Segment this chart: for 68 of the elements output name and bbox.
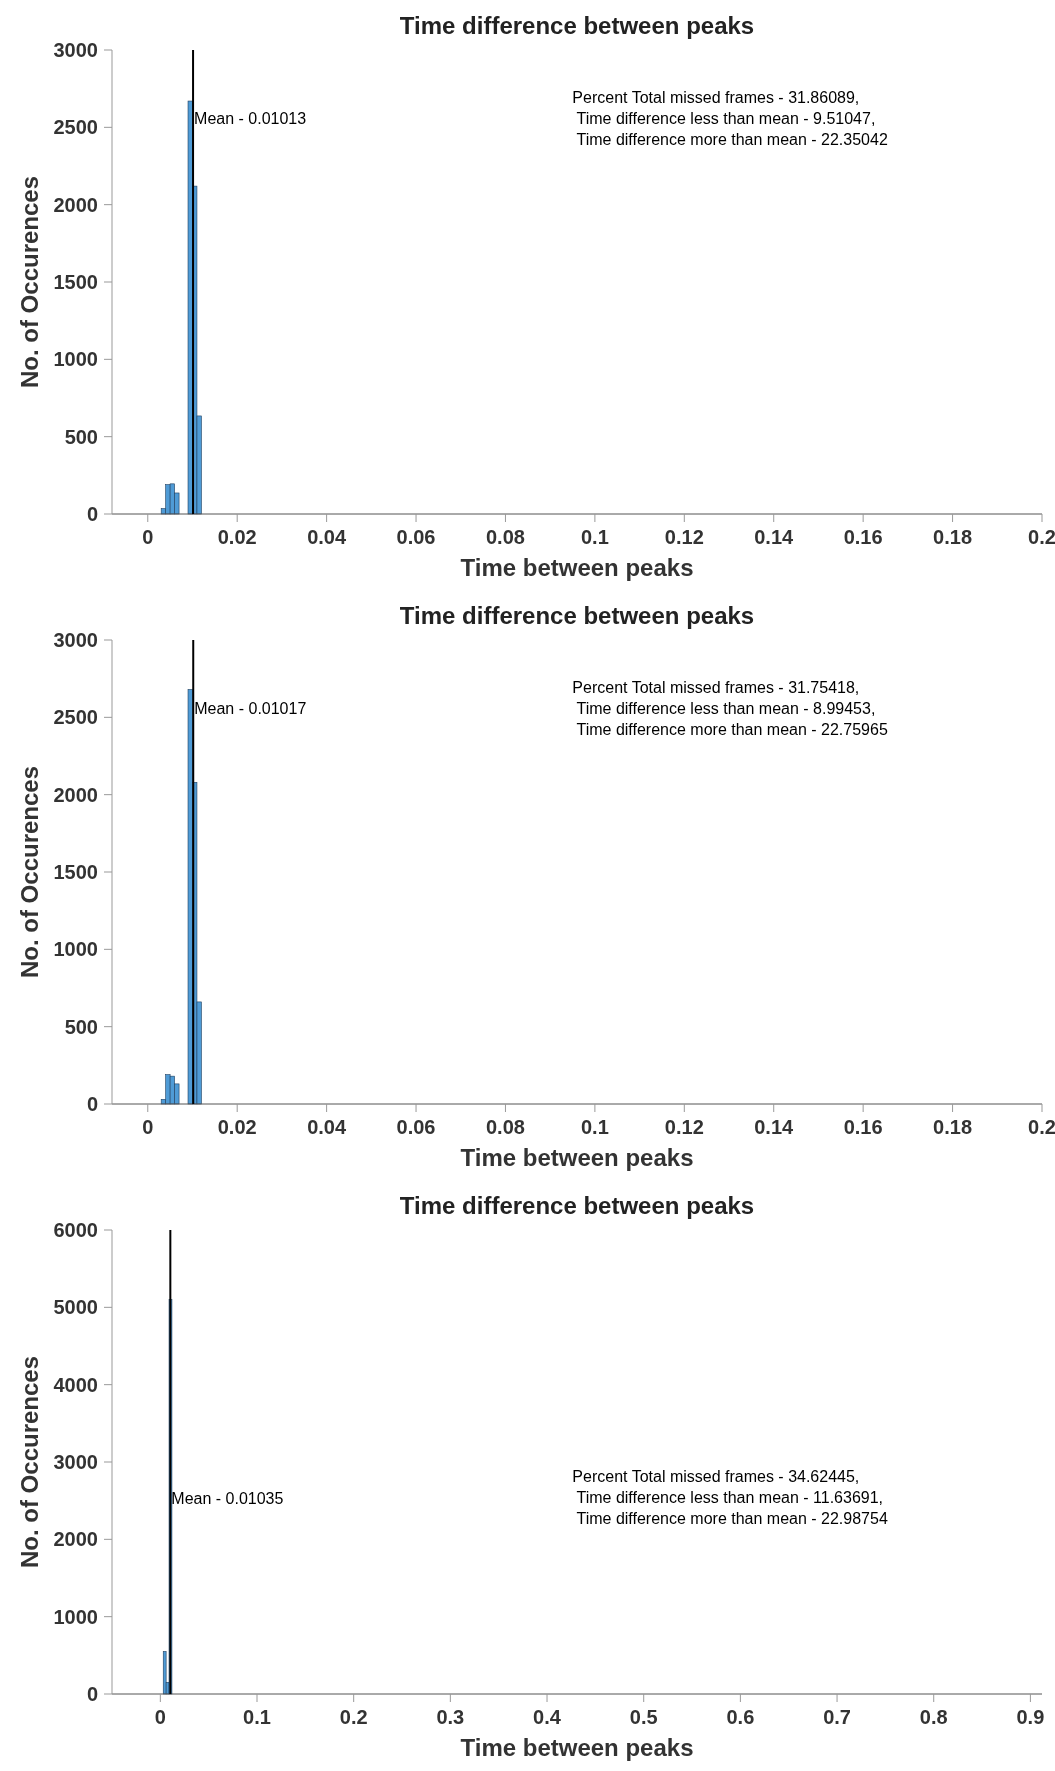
chart-title: Time difference between peaks (399, 1192, 755, 1219)
y-tick-label: 1000 (53, 1605, 98, 1628)
x-tick-label: 0.6 (726, 1706, 755, 1728)
annotation: Percent Total missed frames - 34.62445, Time difference less than mean - 11.63691, Time difference more than mean - 22.98754 (572, 1467, 888, 1527)
x-tick-label: 0.1 (243, 1706, 271, 1728)
x-tick-label: 0.7 (823, 1706, 851, 1728)
x-tick-label: 0.16 (843, 1116, 883, 1138)
x-tick-label: 0.2 (1028, 1116, 1055, 1138)
y-tick-label: 2000 (53, 783, 98, 806)
y-tick-label: 0 (86, 503, 98, 525)
y-tick-label: 6000 (53, 1219, 98, 1241)
y-axis-title: No. of Occurences (16, 175, 43, 389)
y-tick-label: 2000 (53, 193, 98, 216)
x-tick-label: 0.18 (933, 526, 973, 548)
y-axis-title: No. of Occurences (16, 765, 43, 979)
x-tick-label: 0.4 (533, 1706, 562, 1728)
x-tick-label: 0.04 (307, 1116, 347, 1138)
x-axis-title: Time between peaks (460, 1734, 694, 1761)
x-axis-title: Time between peaks (460, 1144, 694, 1171)
chart-title: Time difference between peaks (399, 602, 755, 629)
x-tick-label: 0.3 (436, 1706, 465, 1728)
x-tick-label: 0 (142, 526, 154, 548)
x-tick-label: 0.08 (485, 526, 525, 548)
x-tick-label: 0.14 (754, 1116, 795, 1138)
x-tick-label: 0.12 (664, 526, 704, 548)
x-tick-label: 0.2 (1028, 526, 1055, 548)
x-axis-title: Time between peaks (460, 554, 694, 581)
x-tick-label: 0.18 (933, 1116, 973, 1138)
x-tick-label: 0.02 (217, 1116, 257, 1138)
y-tick-label: 5000 (53, 1296, 98, 1319)
ref-line-label: Mean - 0.01013 (194, 110, 307, 128)
y-tick-label: 0 (86, 1093, 98, 1115)
y-tick-label: 500 (64, 425, 98, 448)
x-tick-label: 0.1 (580, 526, 609, 548)
y-tick-label: 1000 (53, 348, 98, 371)
x-tick-label: 0.5 (629, 1706, 658, 1728)
x-tick-label: 0.06 (396, 1116, 436, 1138)
y-tick-label: 500 (64, 1015, 98, 1038)
x-tick-label: 0.04 (307, 526, 347, 548)
x-tick-label: 0.8 (919, 1706, 948, 1728)
y-tick-label: 2500 (53, 706, 98, 729)
x-tick-label: 0.2 (339, 1706, 368, 1728)
annotation: Percent Total missed frames - 31.75418, Time difference less than mean - 8.99453, Time difference more than mean - 22.75965 (572, 678, 888, 738)
y-axis-title: No. of Occurences (16, 1355, 43, 1569)
y-tick-label: 1500 (53, 271, 98, 293)
y-tick-label: 4000 (53, 1373, 98, 1396)
x-tick-label: 0 (154, 1706, 166, 1728)
x-tick-label: 0.14 (754, 526, 795, 548)
y-tick-label: 3000 (53, 629, 98, 651)
chart-title: Time difference between peaks (399, 12, 755, 39)
y-tick-label: 0 (86, 1683, 98, 1705)
x-tick-label: 0.02 (217, 526, 257, 548)
x-tick-label: 0.12 (664, 1116, 704, 1138)
x-tick-label: 0 (142, 1116, 154, 1138)
y-tick-label: 3000 (53, 39, 98, 61)
annotation: Percent Total missed frames - 31.86089, Time difference less than mean - 9.51047, Time difference more than mean - 22.35042 (572, 88, 888, 148)
ref-line-label: Mean - 0.01017 (194, 700, 307, 718)
x-tick-label: 0.9 (1016, 1706, 1045, 1728)
y-tick-label: 2500 (53, 116, 98, 139)
y-tick-label: 1000 (53, 938, 98, 961)
x-tick-label: 0.1 (580, 1116, 609, 1138)
x-tick-label: 0.06 (396, 526, 436, 548)
y-tick-label: 1500 (53, 861, 98, 883)
x-tick-label: 0.08 (485, 1116, 525, 1138)
y-tick-label: 2000 (53, 1528, 98, 1551)
ref-line-label: Mean - 0.01035 (171, 1489, 284, 1507)
x-tick-label: 0.16 (843, 526, 883, 548)
y-tick-label: 3000 (53, 1451, 98, 1473)
